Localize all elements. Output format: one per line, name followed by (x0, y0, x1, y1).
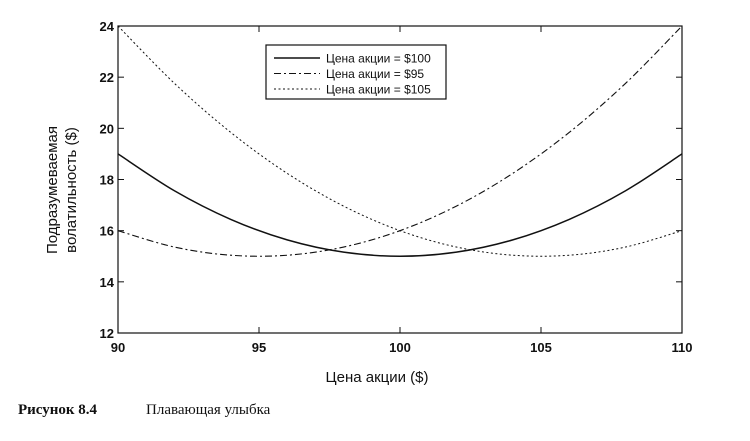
series-layer (117, 25, 683, 258)
x-tick-label: 105 (530, 340, 552, 355)
series-line-3 (117, 25, 683, 257)
legend-label-2: Цена акции = $95 (326, 67, 424, 81)
figure-caption: Рисунок 8.4 Плавающая улыбка (18, 402, 270, 419)
figure-number: Рисунок 8.4 (18, 402, 98, 418)
y-axis-label-line-1: Подразумеваемая (44, 126, 61, 254)
x-tick-label: 90 (111, 340, 125, 355)
series-line-2 (117, 25, 683, 257)
legend-label-3: Цена акции = $105 (326, 83, 431, 97)
x-tick-label: 95 (252, 340, 266, 355)
y-tick-label: 22 (100, 70, 114, 85)
y-axis: 12 14 16 18 20 22 24 (100, 19, 682, 341)
legend-box (265, 44, 447, 100)
y-axis-label-line-2: волатильность ($) (63, 127, 80, 253)
smile-chart: 12 14 16 18 20 22 24 90 95 100 105 110 Цена акции … (44, 19, 693, 386)
x-tick-label: 100 (389, 340, 411, 355)
y-tick-label: 16 (100, 224, 114, 239)
x-tick-label: 110 (672, 340, 693, 355)
y-tick-label: 24 (100, 19, 115, 34)
series-line-1 (117, 153, 683, 258)
y-tick-label: 18 (100, 173, 114, 188)
legend-label-1: Цена акции = $100 (326, 52, 431, 66)
x-axis: 90 95 100 105 110 (111, 26, 693, 355)
y-tick-label: 12 (100, 326, 114, 341)
x-axis-label: Цена акции ($) (326, 369, 429, 386)
y-tick-label: 14 (100, 275, 115, 290)
figure-title: Плавающая улыбка (146, 402, 271, 418)
y-tick-label: 20 (100, 121, 114, 136)
